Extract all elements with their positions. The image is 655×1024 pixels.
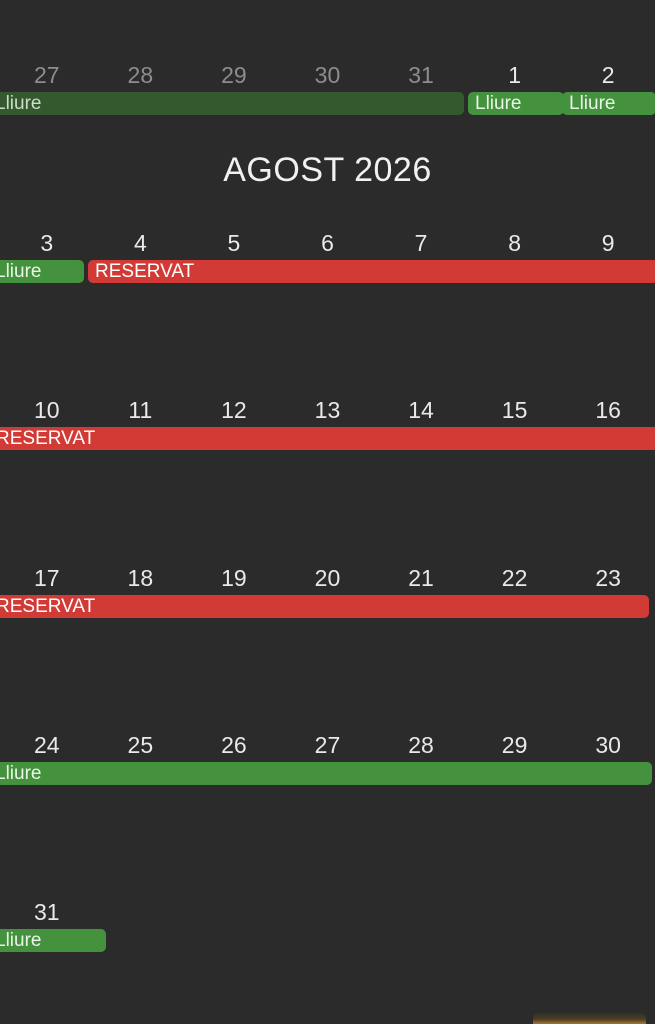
month-title: AGOST 2026 bbox=[223, 151, 432, 189]
event-bar-free-past[interactable]: Lliure bbox=[0, 92, 464, 115]
week-row-aug24-30: 24 25 26 27 28 29 30 Lliure bbox=[0, 730, 655, 794]
day-cell[interactable]: 31 bbox=[408, 62, 434, 88]
day-cell[interactable]: 3 bbox=[40, 230, 54, 256]
day-cell[interactable]: 23 bbox=[595, 565, 621, 591]
week-row-aug31: 31 Lliure bbox=[0, 897, 655, 961]
event-bar-reserved[interactable]: RESERVAT bbox=[0, 427, 655, 450]
event-bar-free[interactable]: Lliure bbox=[0, 762, 652, 785]
day-number-row: 27 28 29 30 31 1 2 bbox=[0, 60, 655, 90]
day-number-row: 10 11 12 13 14 15 16 bbox=[0, 395, 655, 425]
day-cell[interactable]: 28 bbox=[127, 62, 154, 88]
day-cell[interactable]: 30 bbox=[314, 62, 341, 88]
day-cell[interactable]: 27 bbox=[314, 732, 341, 758]
event-bar-free[interactable]: Lliure bbox=[468, 92, 564, 115]
day-cell[interactable]: 7 bbox=[414, 230, 428, 256]
day-cell[interactable]: 16 bbox=[595, 397, 621, 423]
day-cell[interactable]: 31 bbox=[33, 899, 60, 925]
day-cell[interactable]: 26 bbox=[221, 732, 247, 758]
day-cell[interactable]: 5 bbox=[227, 230, 241, 256]
day-cell[interactable]: 29 bbox=[221, 62, 247, 88]
day-cell[interactable]: 15 bbox=[501, 397, 528, 423]
day-cell[interactable]: 17 bbox=[33, 565, 60, 591]
event-bar-free[interactable]: Lliure bbox=[0, 929, 106, 952]
day-cell[interactable]: 14 bbox=[408, 397, 434, 423]
day-cell[interactable]: 12 bbox=[221, 397, 247, 423]
event-bar-free[interactable]: Lliure bbox=[0, 260, 84, 283]
day-cell[interactable]: 25 bbox=[127, 732, 154, 758]
day-cell[interactable]: 2 bbox=[601, 62, 615, 88]
day-number-row: 24 25 26 27 28 29 30 bbox=[0, 730, 655, 760]
day-number-row: 17 18 19 20 21 22 23 bbox=[0, 563, 655, 593]
week-row-aug10-16: 10 11 12 13 14 15 16 RESERVAT bbox=[0, 395, 655, 459]
day-cell[interactable]: 11 bbox=[128, 397, 153, 423]
day-number-row: 31 bbox=[0, 897, 655, 927]
day-cell[interactable]: 9 bbox=[601, 230, 615, 256]
day-cell[interactable]: 13 bbox=[314, 397, 341, 423]
event-bar-reserved[interactable]: RESERVAT bbox=[88, 260, 655, 283]
event-bar-reserved[interactable]: RESERVAT bbox=[0, 595, 649, 618]
day-cell[interactable]: 30 bbox=[595, 732, 621, 758]
day-cell[interactable]: 8 bbox=[508, 230, 521, 256]
cutoff-next-event-bar[interactable] bbox=[533, 1013, 646, 1024]
day-cell[interactable]: 27 bbox=[33, 62, 60, 88]
day-cell[interactable]: 28 bbox=[408, 732, 434, 758]
day-cell[interactable]: 18 bbox=[127, 565, 154, 591]
day-cell[interactable]: 22 bbox=[501, 565, 528, 591]
week-row-aug17-23: 17 18 19 20 21 22 23 RESERVAT bbox=[0, 563, 655, 627]
day-cell[interactable]: 29 bbox=[501, 732, 528, 758]
day-cell[interactable]: 4 bbox=[133, 230, 147, 256]
day-cell[interactable]: 21 bbox=[408, 565, 434, 591]
day-number-row: 3 4 5 6 7 8 9 bbox=[0, 228, 655, 258]
day-cell[interactable]: 24 bbox=[33, 732, 60, 758]
day-cell[interactable]: 20 bbox=[314, 565, 341, 591]
day-cell[interactable]: 6 bbox=[321, 230, 334, 256]
week-row-aug3-9: 3 4 5 6 7 8 9 Lliure RESERVAT bbox=[0, 228, 655, 292]
week-row-jul27-aug2: 27 28 29 30 31 1 2 Lliure Lliure Lliure bbox=[0, 60, 655, 124]
day-cell[interactable]: 1 bbox=[508, 62, 521, 88]
day-cell[interactable]: 10 bbox=[33, 397, 60, 423]
event-bar-free[interactable]: Lliure bbox=[562, 92, 655, 115]
day-cell[interactable]: 19 bbox=[221, 565, 247, 591]
